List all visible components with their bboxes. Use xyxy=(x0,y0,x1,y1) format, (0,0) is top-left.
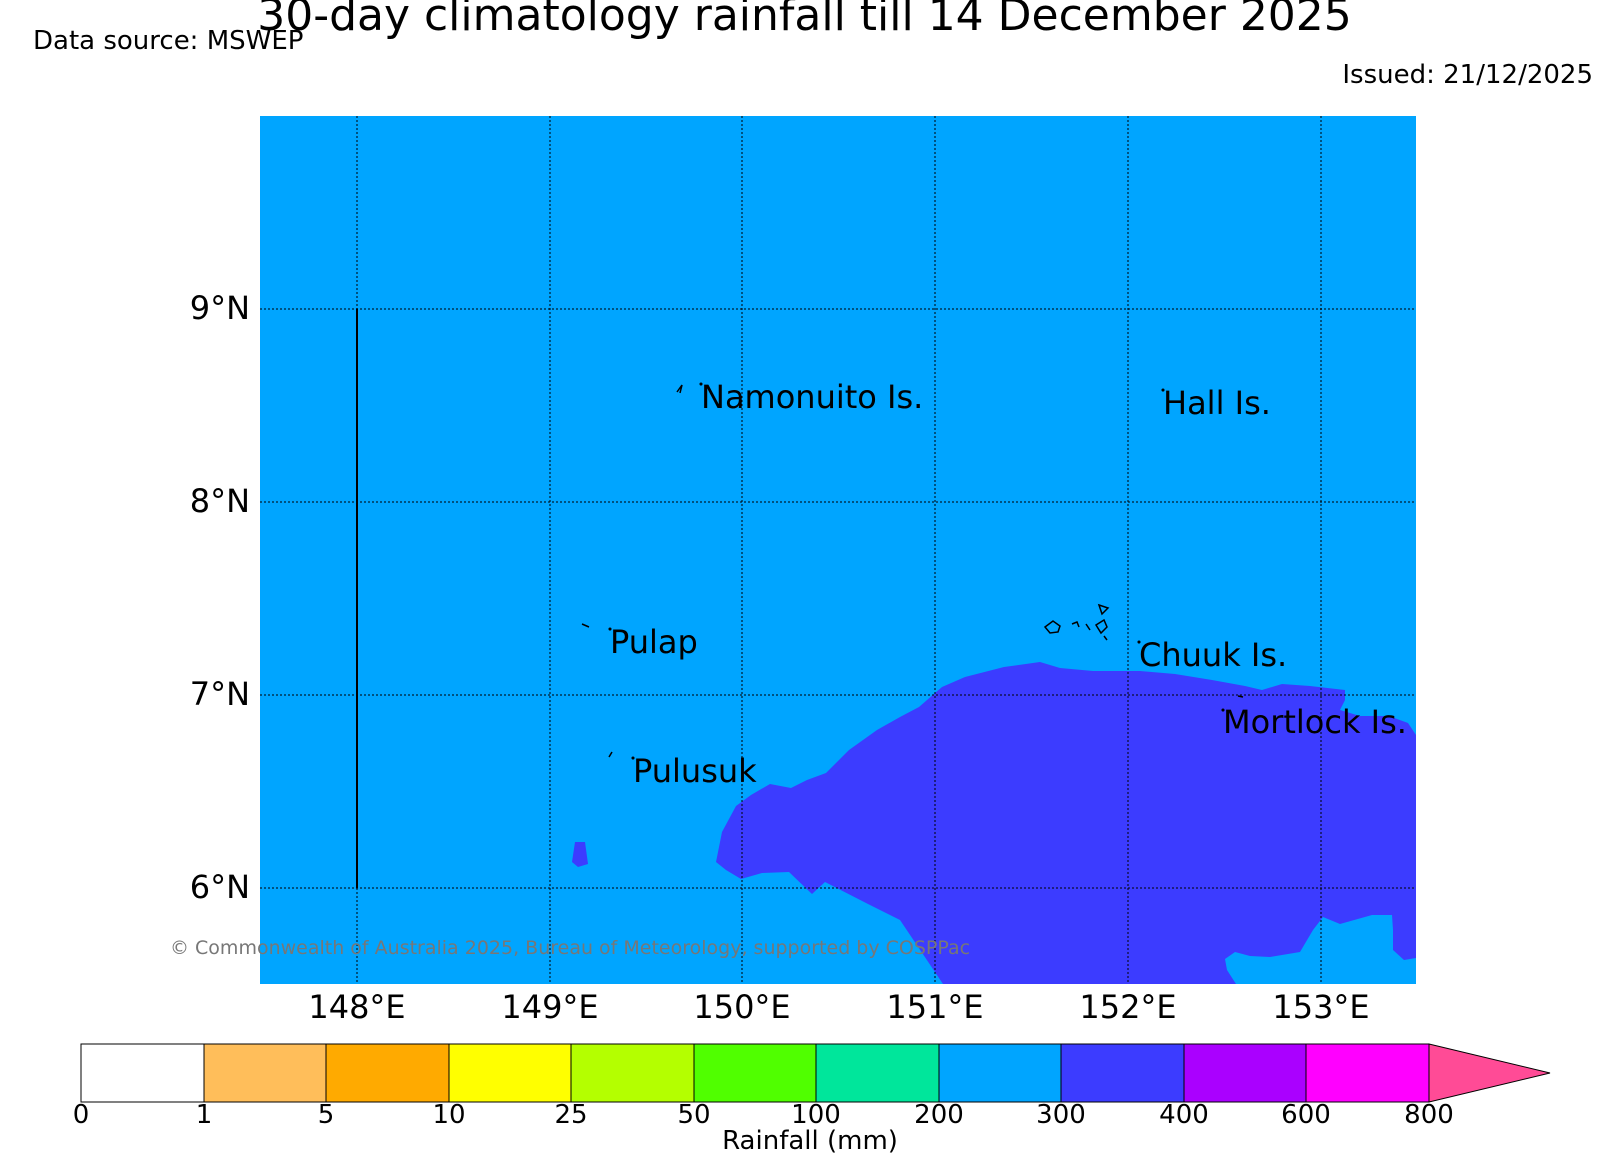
colorbar-tick-200: 200 xyxy=(914,1100,964,1130)
rainfall-band-300-400 xyxy=(716,662,1416,984)
colorbar-swatch-25-50 xyxy=(570,1043,695,1103)
place-label-mortlock: Mortlock Is. xyxy=(1223,703,1407,741)
colorbar-tick-1: 1 xyxy=(195,1100,213,1130)
colorbar-tick-25: 25 xyxy=(554,1100,588,1130)
namonuito-marker xyxy=(699,382,703,386)
lon-label-153e: 153°E xyxy=(1272,988,1370,1026)
hall-marker xyxy=(1161,388,1165,392)
lat-label-6n: 6°N xyxy=(189,868,250,906)
lat-label-9n: 9°N xyxy=(189,289,250,327)
colorbar-tick-600: 600 xyxy=(1281,1100,1331,1130)
mortlock-island-shape xyxy=(1237,695,1244,698)
colorbar-tick-50: 50 xyxy=(677,1100,711,1130)
copyright-notice: © Commonwealth of Australia 2025, Bureau… xyxy=(170,937,971,959)
lon-label-150e: 150°E xyxy=(693,988,791,1026)
lon-label-148e: 148°E xyxy=(308,988,406,1026)
colorbar-swatch-600-800 xyxy=(1305,1043,1430,1103)
pulusuk-marker xyxy=(631,756,635,760)
namonuito-island-shape xyxy=(676,384,683,394)
map-title: 30-day climatology rainfall till 14 Dece… xyxy=(257,0,1352,41)
pulap-marker xyxy=(608,627,612,631)
place-label-pulusuk: Pulusuk xyxy=(633,752,757,790)
lat-label-8n: 8°N xyxy=(189,482,250,520)
lon-label-152e: 152°E xyxy=(1079,988,1177,1026)
issued-date: Issued: 21/12/2025 xyxy=(1342,60,1593,90)
gridlines xyxy=(260,116,1416,984)
colorbar-swatch-100-200 xyxy=(815,1043,940,1103)
chuuk-marker xyxy=(1137,640,1141,644)
chuuk-island-1 xyxy=(1071,621,1080,628)
colorbar-label: Rainfall (mm) xyxy=(722,1126,898,1156)
chuuk-island-2 xyxy=(1085,623,1091,631)
colorbar-swatch-1-5 xyxy=(203,1043,327,1103)
place-label-namonuito: Namonuito Is. xyxy=(701,378,924,416)
lon-label-151e: 151°E xyxy=(886,988,984,1026)
lon-label-149e: 149°E xyxy=(501,988,599,1026)
data-source-label: Data source: MSWEP xyxy=(33,26,304,56)
colorbar-swatch-0-1 xyxy=(80,1043,205,1103)
colorbar-swatch-400-600 xyxy=(1183,1043,1307,1103)
pulusuk-island-shape xyxy=(608,751,613,758)
colorbar-tick-400: 400 xyxy=(1159,1100,1209,1130)
pulap-island-shape xyxy=(581,623,590,628)
colorbar-tick-5: 5 xyxy=(317,1100,335,1130)
place-label-pulap: Pulap xyxy=(610,623,698,661)
place-label-hall: Hall Is. xyxy=(1163,384,1271,422)
colorbar-extend-arrow xyxy=(1428,1043,1551,1103)
colorbar xyxy=(80,1043,1551,1103)
island-outlines xyxy=(581,382,1244,760)
chuuk-island-5 xyxy=(1103,635,1108,641)
colorbar-swatch-10-25 xyxy=(448,1043,572,1103)
colorbar-swatch-200-300 xyxy=(938,1043,1062,1103)
colorbar-tick-300: 300 xyxy=(1036,1100,1086,1130)
colorbar-tick-100: 100 xyxy=(791,1100,841,1130)
colorbar-tick-0: 0 xyxy=(72,1100,90,1130)
colorbar-tick-800: 800 xyxy=(1404,1100,1454,1130)
colorbar-swatch-300-400 xyxy=(1060,1043,1185,1103)
colorbar-swatch-5-10 xyxy=(325,1043,450,1103)
colorbar-tick-10: 10 xyxy=(432,1100,466,1130)
place-label-chuuk: Chuuk Is. xyxy=(1139,636,1288,674)
mortlock-marker xyxy=(1221,708,1225,712)
rainfall-band-300-400-patch xyxy=(572,842,588,867)
chuuk-lagoon-shape xyxy=(1043,620,1061,634)
chuuk-island-4 xyxy=(1094,618,1108,635)
colorbar-swatch-50-100 xyxy=(693,1043,817,1103)
chuuk-island-3 xyxy=(1097,603,1110,616)
lat-label-7n: 7°N xyxy=(189,675,250,713)
